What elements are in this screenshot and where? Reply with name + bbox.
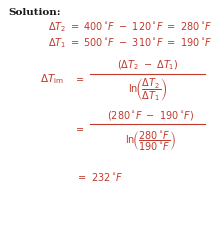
Text: Solution:: Solution: (8, 8, 61, 17)
Text: $(280^\circ\!F\ -\ 190^\circ\!F)$: $(280^\circ\!F\ -\ 190^\circ\!F)$ (107, 109, 194, 121)
Text: $\mathrm{ln}\!\left(\dfrac{280^\circ\!F}{190^\circ\!F}\right)$: $\mathrm{ln}\!\left(\dfrac{280^\circ\!F}… (125, 130, 175, 152)
Text: $\Delta T_{\mathrm{lm}}$: $\Delta T_{\mathrm{lm}}$ (40, 72, 64, 86)
Text: $=$: $=$ (74, 75, 85, 83)
Text: $\Delta T_1\ =\ 500^\circ\!F\ -\ 310^\circ\!F\ =\ 190^\circ\!F$: $\Delta T_1\ =\ 500^\circ\!F\ -\ 310^\ci… (48, 36, 212, 50)
Text: $\mathrm{ln}\!\left(\dfrac{\Delta T_2}{\Delta T_1}\right)$: $\mathrm{ln}\!\left(\dfrac{\Delta T_2}{\… (128, 76, 168, 103)
Text: $=$: $=$ (74, 125, 85, 134)
Text: $(\Delta T_2\ -\ \Delta T_1)$: $(\Delta T_2\ -\ \Delta T_1)$ (117, 58, 179, 72)
Text: $=\ 232^\circ\!F$: $=\ 232^\circ\!F$ (76, 171, 124, 183)
Text: $\Delta T_2\ =\ 400^\circ\!F\ -\ 120^\circ\!F\ =\ 280^\circ\!F$: $\Delta T_2\ =\ 400^\circ\!F\ -\ 120^\ci… (48, 20, 212, 34)
